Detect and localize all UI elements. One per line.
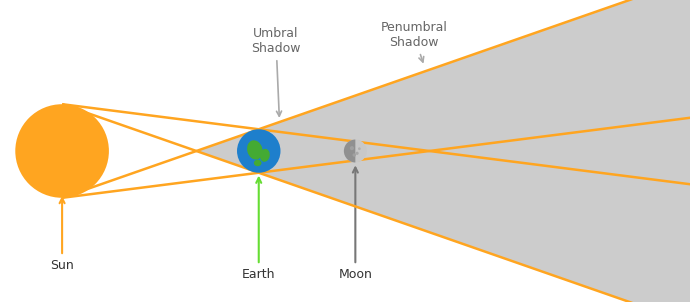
Circle shape — [355, 152, 359, 155]
Polygon shape — [197, 129, 259, 173]
Wedge shape — [344, 140, 355, 162]
Circle shape — [237, 129, 281, 173]
Ellipse shape — [254, 160, 262, 166]
Text: Moon: Moon — [338, 168, 373, 281]
Text: Earth: Earth — [242, 178, 275, 281]
Text: Umbral
Shadow: Umbral Shadow — [251, 27, 301, 116]
Polygon shape — [259, 111, 690, 191]
Text: Sun: Sun — [50, 198, 74, 272]
Ellipse shape — [260, 149, 270, 162]
Polygon shape — [197, 0, 690, 302]
Circle shape — [344, 140, 367, 162]
Circle shape — [358, 147, 361, 150]
Circle shape — [350, 146, 354, 150]
Ellipse shape — [247, 140, 263, 159]
Text: Penumbral
Shadow: Penumbral Shadow — [381, 21, 447, 62]
Circle shape — [15, 104, 109, 198]
Circle shape — [353, 153, 356, 157]
